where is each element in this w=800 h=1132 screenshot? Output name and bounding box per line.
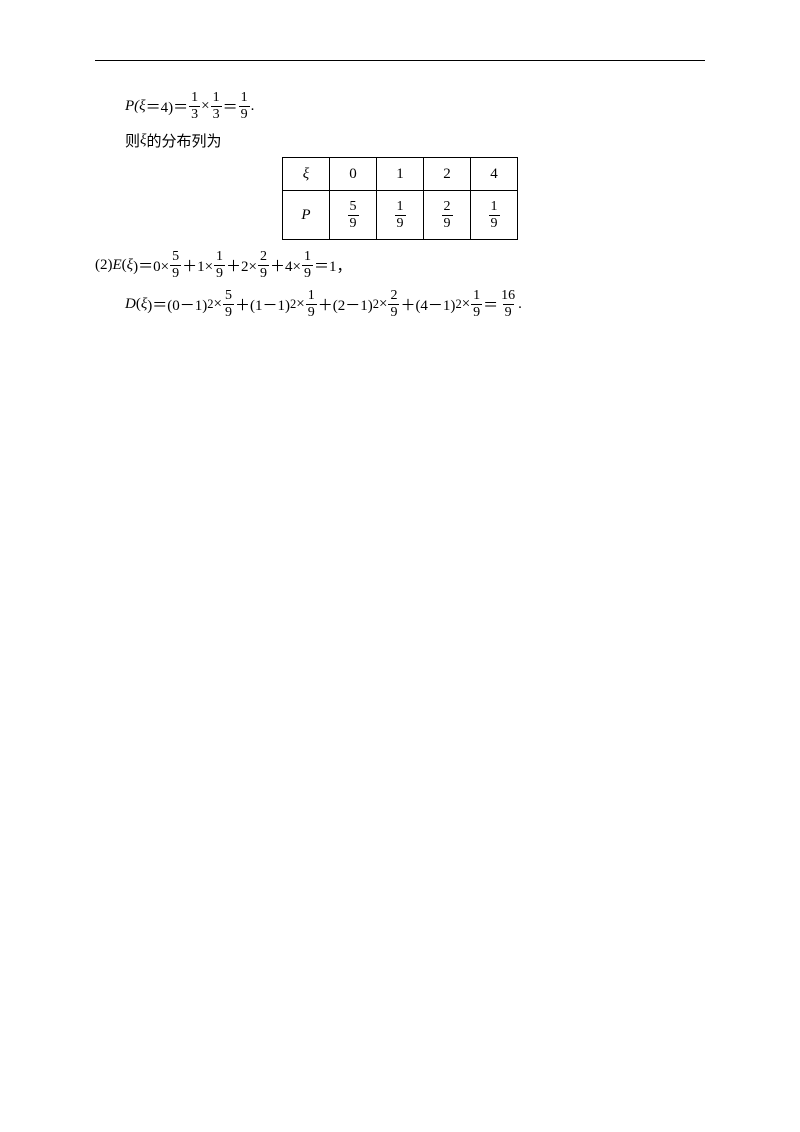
eq-p-xi-4: P( ξ ＝4)＝ 1 3 × 1 3 ＝ 1 9 . xyxy=(125,91,705,122)
fraction: 1 9 xyxy=(489,200,500,231)
table-cell: 2 9 xyxy=(424,191,471,240)
table-row: ξ 0 1 2 4 xyxy=(283,158,518,191)
fraction: 2 9 xyxy=(388,289,399,320)
text: ＋(4－1) 2 × xyxy=(400,294,470,315)
fraction: 16 9 xyxy=(499,289,517,320)
text: ＋1× xyxy=(182,255,213,276)
table-cell: P xyxy=(283,191,330,240)
eq-variance: D ( ξ )＝(0－1) 2 × 5 9 ＋(1－1) 2 × 1 9 ＋(2 xyxy=(125,289,705,320)
fraction: 1 9 xyxy=(471,289,482,320)
fraction: 5 9 xyxy=(223,289,234,320)
text: P( ξ ＝4)＝ xyxy=(125,96,188,117)
table-cell: 1 9 xyxy=(377,191,424,240)
text: ＋(1－1) 2 × xyxy=(235,294,305,315)
text: ＋(2－1) 2 × xyxy=(318,294,388,315)
fraction: 2 9 xyxy=(442,200,453,231)
fraction: 1 9 xyxy=(395,200,406,231)
table-cell: 1 9 xyxy=(471,191,518,240)
text: ＋2× xyxy=(226,255,257,276)
text: ＋4× xyxy=(270,255,301,276)
fraction: 1 3 xyxy=(189,91,200,122)
table-cell: 5 9 xyxy=(330,191,377,240)
text: 的分布列为 xyxy=(146,130,221,151)
text: D ( ξ )＝(0－1) 2 × xyxy=(125,294,222,315)
period: . xyxy=(251,98,255,115)
text: ＝1， xyxy=(314,255,352,276)
table-cell: 2 xyxy=(424,158,471,191)
fraction: 5 9 xyxy=(348,200,359,231)
fraction: 5 9 xyxy=(170,250,181,281)
page: P( ξ ＝4)＝ 1 3 × 1 3 ＝ 1 9 . 则 ξ 的 xyxy=(0,0,800,1132)
table-cell: 0 xyxy=(330,158,377,191)
period: . xyxy=(518,296,522,313)
equals: ＝ xyxy=(483,294,498,315)
fraction: 1 3 xyxy=(211,91,222,122)
table-cell: 1 xyxy=(377,158,424,191)
table-row: P 5 9 1 9 xyxy=(283,191,518,240)
table-cell: ξ xyxy=(283,158,330,191)
text: 则 xyxy=(125,130,140,151)
text: (2) E ( ξ )＝0× xyxy=(95,255,169,276)
equals: ＝ xyxy=(223,96,238,117)
fraction: 1 9 xyxy=(302,250,313,281)
distribution-table-wrap: ξ 0 1 2 4 P 5 9 1 xyxy=(95,157,705,240)
fraction: 1 9 xyxy=(306,289,317,320)
top-rule xyxy=(95,60,705,61)
eq-expectation: (2) E ( ξ )＝0× 5 9 ＋1× 1 9 ＋2× 2 9 ＋4× xyxy=(95,250,705,281)
distribution-table: ξ 0 1 2 4 P 5 9 1 xyxy=(282,157,518,240)
fraction: 2 9 xyxy=(258,250,269,281)
fraction: 1 9 xyxy=(214,250,225,281)
times: × xyxy=(201,98,209,115)
text-distribution-intro: 则 ξ 的分布列为 xyxy=(125,130,705,151)
fraction: 1 9 xyxy=(239,91,250,122)
table-cell: 4 xyxy=(471,158,518,191)
content-area: P( ξ ＝4)＝ 1 3 × 1 3 ＝ 1 9 . 则 ξ 的 xyxy=(95,60,705,326)
